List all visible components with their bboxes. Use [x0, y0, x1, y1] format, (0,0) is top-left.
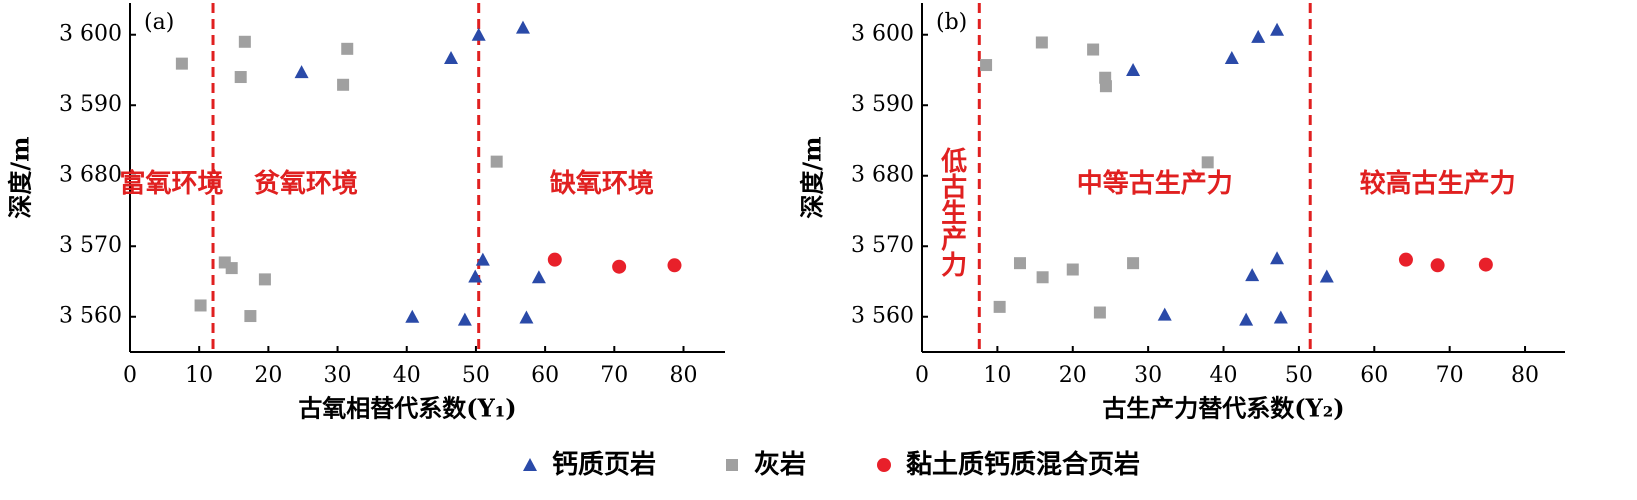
x-tick-label: 70: [600, 363, 628, 388]
legend-marker: [877, 458, 891, 472]
point: [244, 310, 257, 323]
point: [194, 299, 207, 312]
point: [1157, 307, 1172, 321]
point: [234, 71, 247, 84]
y-tick-label: 3 590: [59, 92, 122, 117]
x-tick-label: 30: [1134, 363, 1162, 388]
region-label: 低古生产力: [937, 147, 968, 278]
point: [444, 50, 459, 64]
y-tick-label: 3 560: [59, 304, 122, 329]
point: [1013, 257, 1026, 270]
point: [547, 252, 562, 267]
point: [667, 258, 682, 273]
point: [1093, 306, 1106, 319]
point: [1239, 312, 1254, 326]
x-axis-label: 古生产力替代系数(Y₂): [1102, 394, 1344, 423]
y-tick-label: 3 680: [851, 163, 914, 188]
point: [258, 273, 271, 286]
x-tick-label: 40: [393, 363, 421, 388]
panel-label: (b): [936, 10, 967, 35]
point: [1035, 36, 1048, 49]
x-tick-label: 70: [1436, 363, 1464, 388]
y-axis-label: 深度/m: [6, 136, 35, 218]
x-tick-label: 60: [1360, 363, 1388, 388]
y-tick-label: 3 600: [59, 22, 122, 47]
legend-label: 灰岩: [754, 450, 806, 480]
x-tick-label: 30: [324, 363, 352, 388]
point: [238, 35, 251, 48]
point: [1066, 263, 1079, 276]
x-tick-label: 10: [983, 363, 1011, 388]
point: [1201, 156, 1214, 169]
y-axis-label: 深度/m: [798, 136, 827, 218]
point: [531, 270, 546, 284]
y-tick-label: 3 570: [851, 233, 914, 258]
y-tick-label: 3 680: [59, 163, 122, 188]
point: [457, 312, 472, 326]
point: [1430, 258, 1445, 273]
x-tick-label: 0: [123, 363, 137, 388]
point: [1087, 43, 1100, 56]
legend-marker: [523, 458, 537, 471]
point: [490, 155, 503, 168]
point: [337, 78, 350, 91]
point: [468, 269, 483, 283]
x-tick-label: 10: [185, 363, 213, 388]
panel-label: (a): [144, 10, 174, 35]
y-tick-label: 3 590: [851, 92, 914, 117]
region-label: 贫氧环境: [254, 168, 358, 199]
x-tick-label: 80: [669, 363, 697, 388]
point: [1224, 50, 1239, 64]
x-tick-label: 50: [1285, 363, 1313, 388]
point: [1478, 257, 1493, 272]
x-tick-label: 20: [1059, 363, 1087, 388]
region-label: 较高古生产力: [1360, 168, 1516, 199]
region-label: 缺氧环境: [550, 168, 654, 199]
point: [1270, 22, 1285, 36]
point: [1127, 257, 1140, 270]
point: [519, 310, 534, 324]
x-tick-label: 40: [1210, 363, 1238, 388]
point: [1319, 269, 1334, 283]
point: [993, 300, 1006, 313]
y-tick-label: 3 600: [851, 22, 914, 47]
point: [294, 65, 309, 79]
legend-marker: [726, 459, 738, 471]
point: [1036, 271, 1049, 284]
point: [612, 259, 627, 274]
point: [980, 59, 993, 72]
point: [1398, 252, 1413, 267]
x-tick-label: 60: [531, 363, 559, 388]
point: [471, 27, 486, 41]
y-tick-label: 3 560: [851, 304, 914, 329]
point: [475, 252, 490, 266]
point: [1270, 251, 1285, 265]
point: [1245, 268, 1260, 282]
x-axis-label: 古氧相替代系数(Y₁): [298, 394, 516, 423]
legend-label: 黏土质钙质混合页岩: [906, 449, 1140, 480]
point: [405, 309, 420, 323]
y-tick-label: 3 570: [59, 233, 122, 258]
point: [341, 42, 354, 55]
point: [225, 262, 238, 275]
point: [515, 20, 530, 34]
x-tick-label: 80: [1511, 363, 1539, 388]
point: [1099, 80, 1112, 93]
x-tick-label: 0: [915, 363, 929, 388]
legend-label: 钙质页岩: [552, 450, 656, 480]
point: [1126, 62, 1141, 76]
point: [1273, 310, 1288, 324]
region-label: 富氧环境: [120, 168, 224, 199]
point: [1251, 29, 1266, 43]
region-label: 中等古生产力: [1077, 168, 1233, 199]
x-tick-label: 20: [254, 363, 282, 388]
x-tick-label: 50: [462, 363, 490, 388]
point: [175, 57, 188, 70]
